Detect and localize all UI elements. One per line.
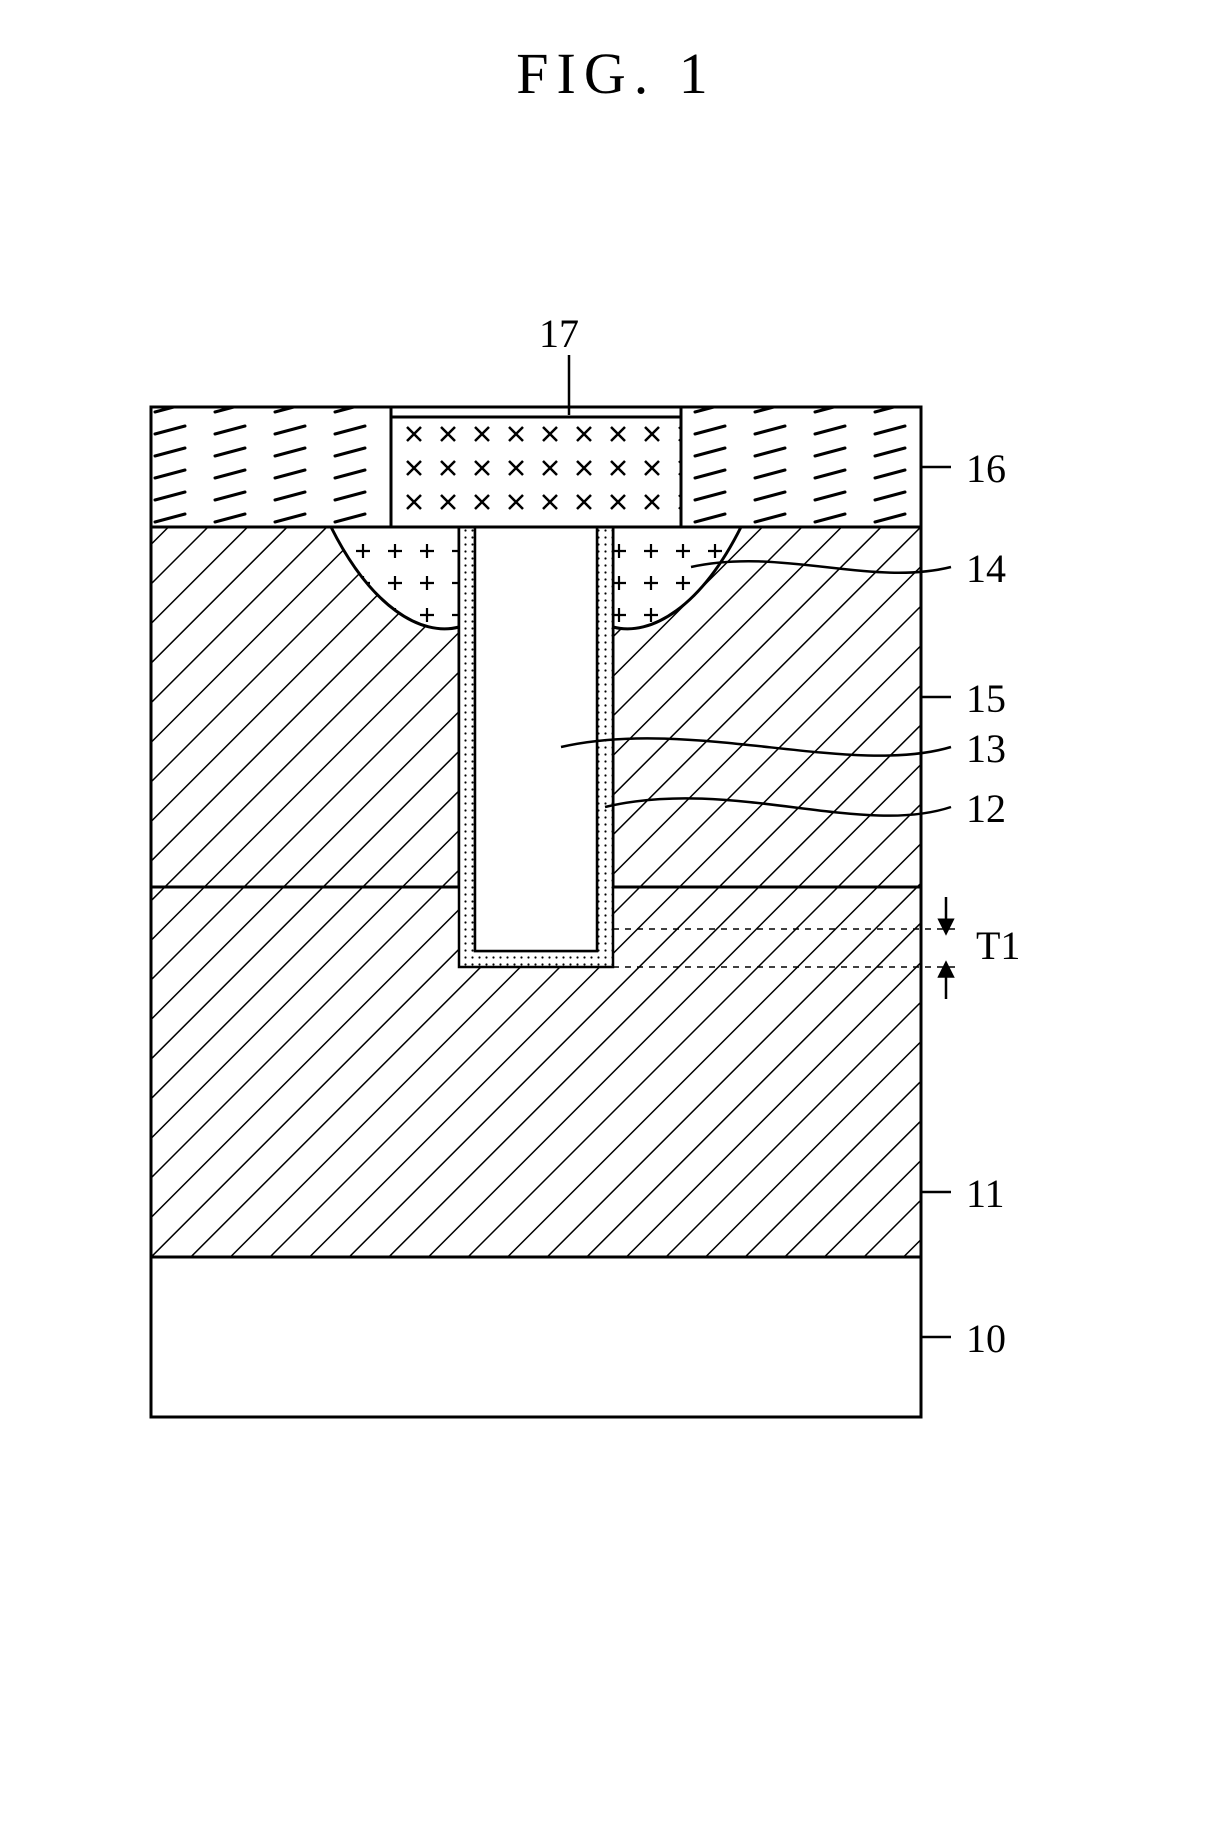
diagram: 17 16 14 15 13 12 T1 11 10 [91,247,1141,1447]
layer-16-right [681,407,921,527]
label-13: 13 [966,726,1006,771]
label-16: 16 [966,446,1006,491]
figure-title: FIG. 1 [20,40,1212,107]
cap-17 [391,417,681,527]
label-10: 10 [966,1316,1006,1361]
label-14: 14 [966,546,1006,591]
label-12: 12 [966,786,1006,831]
label-11: 11 [966,1171,1005,1216]
label-17: 17 [539,311,579,356]
fill-13 [475,527,597,951]
label-15: 15 [966,676,1006,721]
layer-10 [151,1257,921,1417]
layer-16-left [151,407,391,527]
label-t1: T1 [976,923,1020,968]
